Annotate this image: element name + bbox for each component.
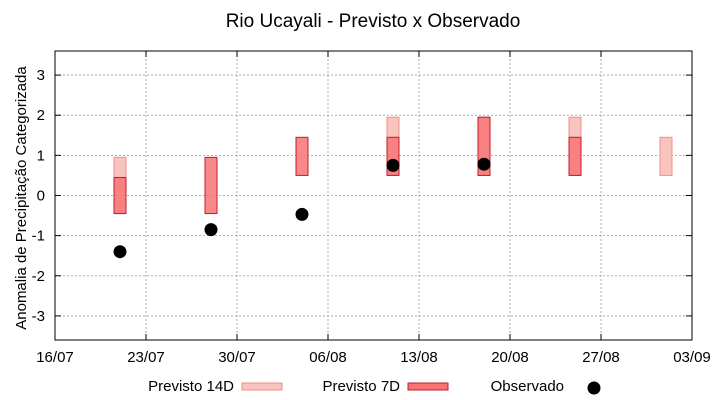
previsto-7d-bars	[113, 116, 582, 215]
y-tick-label: 3	[37, 67, 45, 84]
x-tick-label: 13/08	[400, 349, 438, 366]
x-tick-label: 03/09	[673, 349, 711, 366]
y-tick-label: 2	[37, 107, 45, 124]
y-axis-label: Anomalia de Precipitação Categorizada	[13, 66, 30, 330]
y-tick-label: 0	[37, 188, 45, 205]
observado-point	[386, 158, 400, 172]
legend-swatch-previsto-14d	[241, 382, 283, 391]
chart-title: Rio Ucayali - Previsto x Observado	[226, 11, 521, 32]
x-tick-label: 20/08	[491, 349, 529, 366]
y-tick-label: -3	[32, 308, 45, 325]
x-tick-label: 06/08	[309, 349, 347, 366]
y-tick-label: -1	[32, 228, 45, 245]
observado-point	[204, 223, 218, 237]
x-tick-label: 16/07	[36, 349, 74, 366]
legend: Previsto 14D Previsto 7D Observado	[148, 378, 601, 395]
legend-swatch-previsto-7d	[407, 382, 449, 391]
legend-marker-observado	[587, 381, 601, 395]
y-tick-label: 1	[37, 147, 45, 164]
y-tick-label: -2	[32, 268, 45, 285]
grid-lines	[55, 51, 692, 340]
x-tick-label: 30/07	[218, 349, 256, 366]
previsto-14d-bar	[659, 136, 673, 176]
observado-points	[113, 157, 491, 259]
observado-point	[477, 157, 491, 171]
previsto-7d-bar	[295, 136, 309, 176]
x-tick-label: 23/07	[127, 349, 165, 366]
previsto-7d-bar	[568, 136, 582, 176]
legend-label-observado: Observado	[491, 378, 564, 395]
previsto-7d-bar	[204, 156, 218, 215]
x-tick-label: 27/08	[582, 349, 620, 366]
axis-ticks: 3 2 1 0 -1 -2 -3 16/07 23/07 30/07 06/08 13/08 20/08…	[32, 51, 711, 366]
previsto-7d-bar	[113, 176, 127, 215]
legend-label-previsto-7d: Previsto 7D	[322, 378, 400, 395]
observado-point	[295, 207, 309, 221]
legend-label-previsto-14d: Previsto 14D	[148, 378, 234, 395]
observado-point	[113, 245, 127, 259]
